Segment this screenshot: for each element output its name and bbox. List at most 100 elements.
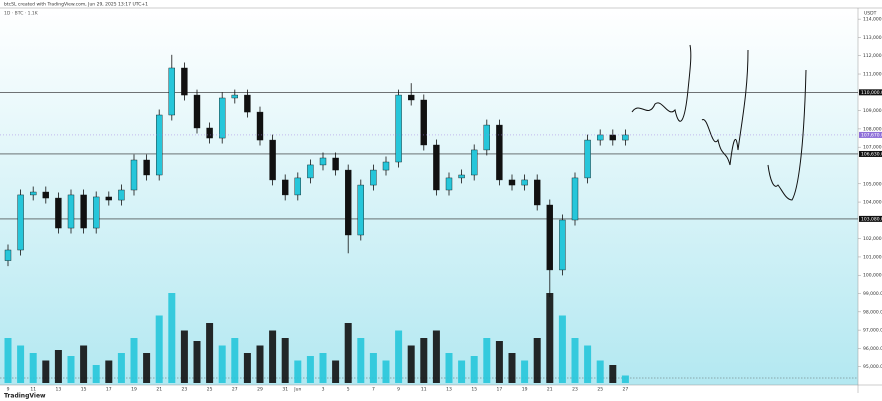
volume-bar xyxy=(332,360,340,383)
candle-body xyxy=(4,249,12,261)
candle-body xyxy=(496,124,503,181)
candle-body xyxy=(269,139,276,181)
x-tick-label: 13 xyxy=(56,387,62,393)
y-tick-label: 108,000.0 xyxy=(863,126,882,132)
candle-body xyxy=(30,191,37,196)
volume-bar xyxy=(596,360,604,383)
volume-bar xyxy=(155,315,163,383)
x-tick-label: 21 xyxy=(547,387,553,393)
candle-body xyxy=(408,94,415,101)
volume-bar xyxy=(420,338,428,383)
x-tick-label: 9 xyxy=(7,387,10,393)
candle-body xyxy=(597,134,604,141)
candle-body xyxy=(80,194,87,229)
last-price-badge xyxy=(859,131,882,138)
candle-body xyxy=(571,177,579,221)
volume-bar xyxy=(395,330,403,383)
volume-bar xyxy=(180,330,188,383)
volume-bar xyxy=(130,338,138,383)
volume-bar xyxy=(193,341,201,383)
y-tick-label: 114,000.0 xyxy=(863,17,882,23)
volume-bar xyxy=(231,338,239,383)
level-label: 106,630.0 xyxy=(861,151,882,157)
y-tick-label: 105,000.0 xyxy=(863,181,882,187)
volume-bar xyxy=(621,375,629,383)
candle-body xyxy=(118,189,125,201)
volume-bar xyxy=(42,360,50,383)
volume-bar xyxy=(117,353,125,383)
candle-body xyxy=(206,127,213,139)
volume-bar xyxy=(483,338,491,383)
candle-body xyxy=(55,197,62,229)
candle-body xyxy=(420,99,427,146)
plot-background xyxy=(0,8,858,385)
candle-body xyxy=(471,149,478,176)
volume-bar xyxy=(558,315,566,383)
y-tick-label: 98,000.0 xyxy=(863,309,882,315)
chart-subtitle: 1D · BTC · 1.1K xyxy=(4,11,39,17)
y-tick-label: 101,000.0 xyxy=(863,254,882,260)
y-tick-label: 112,000.0 xyxy=(863,53,882,59)
volume-bar xyxy=(306,356,314,383)
x-tick-label: 31 xyxy=(282,387,288,393)
x-tick-label: 9 xyxy=(397,387,400,393)
y-tick-label: 100,000.0 xyxy=(863,273,882,279)
chart-title: btcSL created with TradingView.com, Jun … xyxy=(4,2,148,8)
candle-body xyxy=(307,164,314,179)
x-tick-label: 3 xyxy=(322,387,325,393)
volume-bar xyxy=(546,293,554,383)
drawing xyxy=(767,69,807,201)
candle-body xyxy=(17,194,24,251)
volume-bar xyxy=(344,323,352,383)
volume-bar xyxy=(382,360,390,383)
brand: TradingView xyxy=(4,393,46,400)
level-label: 103,080.0 xyxy=(861,216,882,222)
x-tick-label: 17 xyxy=(497,387,503,393)
volume-bar xyxy=(458,360,466,383)
candle-body xyxy=(294,177,301,196)
candle-body xyxy=(143,159,150,176)
candle-body xyxy=(345,169,352,236)
volume-bar xyxy=(243,353,251,383)
volume-bar xyxy=(143,353,151,383)
y-tick-label: 96,000.0 xyxy=(863,346,882,352)
candle-body xyxy=(508,179,516,186)
candle-body xyxy=(155,114,163,176)
x-tick-label: 29 xyxy=(257,387,263,393)
candle-body xyxy=(395,94,402,163)
candle-body xyxy=(382,161,390,171)
x-tick-label: 11 xyxy=(421,387,427,393)
level-label: 110,000.0 xyxy=(861,90,882,96)
volume-bar xyxy=(54,350,62,383)
volume-bar xyxy=(584,345,592,383)
volume-bar xyxy=(17,345,25,383)
candle-body xyxy=(546,204,553,271)
x-tick-label: 23 xyxy=(572,387,578,393)
candle-body xyxy=(622,134,629,141)
candle-body xyxy=(193,94,201,129)
candle-body xyxy=(521,179,528,186)
volume-bar xyxy=(445,353,453,383)
x-tick-label: 27 xyxy=(623,387,629,393)
volume-bar xyxy=(508,353,516,383)
y-tick-label: 111,000.0 xyxy=(863,72,882,78)
volume-bar xyxy=(29,353,37,383)
level-badge xyxy=(859,89,882,96)
y-tick-label: 95,000.0 xyxy=(863,364,882,370)
candle-body xyxy=(370,169,377,186)
volume-bar xyxy=(206,323,214,383)
x-tick-label: 19 xyxy=(522,387,528,393)
candle-body xyxy=(244,94,251,113)
drawings xyxy=(631,44,807,201)
volume-bar xyxy=(105,360,113,383)
candle-body xyxy=(231,94,239,99)
drawing xyxy=(631,44,692,122)
y-tick-label: 97,000.0 xyxy=(863,328,882,334)
volume-bar xyxy=(432,330,440,383)
x-tick-label: Jun xyxy=(293,387,301,393)
volume-bar xyxy=(369,353,377,383)
x-tick-label: 15 xyxy=(471,387,477,393)
candle-body xyxy=(256,111,264,141)
x-tick-label: 27 xyxy=(232,387,238,393)
volume-bar xyxy=(256,345,264,383)
